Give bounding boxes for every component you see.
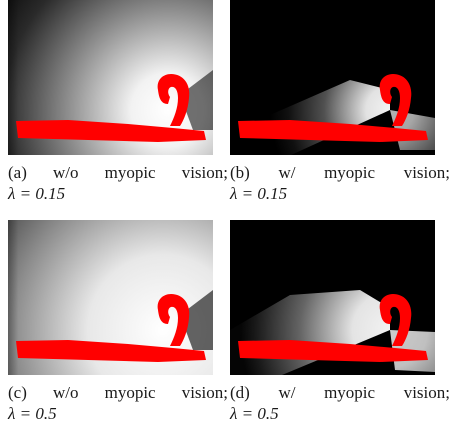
caption-lambda: λ = 0.5 [8, 404, 57, 423]
caption-a: (a) w/o myopic vision; λ = 0.15 [8, 162, 228, 204]
caption-word: vision; [403, 383, 450, 402]
heatmap-image [8, 220, 213, 375]
obstacle-floor [238, 120, 428, 142]
panel-d: (d) w/ myopic vision; λ = 0.5 [230, 220, 450, 435]
caption-word: w/o [52, 163, 79, 182]
heatmap-image [230, 0, 435, 155]
caption-lambda: λ = 0.5 [230, 404, 279, 423]
panel-a: (a) w/o myopic vision; λ = 0.15 [8, 0, 228, 215]
caption-word: myopic [104, 163, 156, 182]
caption-word: w/ [278, 163, 296, 182]
caption-word: myopic [104, 383, 156, 402]
caption-word: vision; [181, 163, 228, 182]
caption-word: myopic [324, 383, 376, 402]
caption-lambda: λ = 0.15 [230, 184, 288, 203]
caption-label: (a) [8, 163, 27, 182]
caption-d: (d) w/ myopic vision; λ = 0.5 [230, 382, 450, 424]
caption-word: w/ [278, 383, 296, 402]
panel-c: (c) w/o myopic vision; λ = 0.5 [8, 220, 228, 435]
caption-word: vision; [403, 163, 450, 182]
panel-b: (b) w/ myopic vision; λ = 0.15 [230, 0, 450, 215]
heatmap-image [230, 220, 435, 375]
caption-label: (c) [8, 383, 27, 402]
caption-word: w/o [52, 383, 79, 402]
obstacle-hook [379, 294, 412, 346]
obstacle-floor [16, 340, 206, 362]
caption-label: (d) [230, 383, 250, 402]
caption-c: (c) w/o myopic vision; λ = 0.5 [8, 382, 228, 424]
caption-lambda: λ = 0.15 [8, 184, 66, 203]
obstacle-hook [157, 74, 190, 126]
caption-label: (b) [230, 163, 250, 182]
obstacle-hook [157, 294, 190, 346]
caption-word: vision; [181, 383, 228, 402]
caption-word: myopic [324, 163, 376, 182]
obstacle-hook [379, 74, 412, 126]
caption-b: (b) w/ myopic vision; λ = 0.15 [230, 162, 450, 204]
obstacle-floor [238, 340, 428, 362]
obstacle-floor [16, 120, 206, 142]
heatmap-image [8, 0, 213, 155]
